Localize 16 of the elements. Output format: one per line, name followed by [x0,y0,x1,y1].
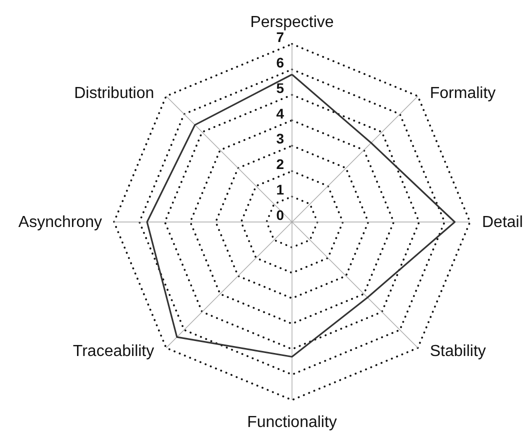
spoke-label: Functionality [247,414,337,431]
spoke-label: Traceability [72,342,154,360]
spoke-label: Formality [430,85,496,102]
y-tick-label: 2 [276,156,284,172]
spoke-label: Perspective [250,14,334,31]
y-tick-label: 1 [276,182,284,198]
y-tick-label: 6 [276,54,284,70]
spoke-label: Detail [482,214,523,231]
y-tick-label: 3 [276,130,284,147]
spoke-label: Asynchrony [18,214,102,231]
y-tick-label: 0 [276,207,284,223]
y-tick-label: 4 [276,105,284,122]
y-tick-label: 7 [276,29,284,45]
y-tick-label: 5 [276,80,284,96]
spoke-label: Stability [430,342,486,360]
spoke-label: Distribution [74,85,154,102]
